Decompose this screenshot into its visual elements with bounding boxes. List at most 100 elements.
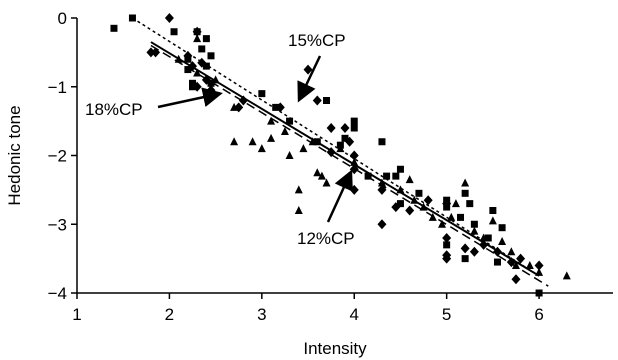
point-diamond xyxy=(492,246,502,257)
point-square xyxy=(392,172,400,180)
point-square xyxy=(466,200,474,208)
point-square xyxy=(498,224,506,232)
point-triangle xyxy=(507,247,516,256)
point-triangle xyxy=(377,178,386,187)
point-triangle xyxy=(405,175,414,184)
point-triangle xyxy=(470,226,479,235)
point-square xyxy=(198,45,206,53)
point-triangle xyxy=(267,133,276,142)
point-diamond xyxy=(275,102,285,113)
point-square xyxy=(323,97,331,104)
annotations: 15%CP 18%CP 12%CP xyxy=(85,31,355,248)
point-square xyxy=(493,258,501,266)
axes: 0 −1 −2 −3 −4 1 2 3 4 5 6 Intensity Hedonic tone xyxy=(5,9,613,358)
point-square xyxy=(341,134,349,142)
point-square xyxy=(396,200,404,208)
point-diamond xyxy=(151,47,161,58)
point-diamond xyxy=(192,81,202,92)
point-triangle xyxy=(230,137,239,146)
point-square xyxy=(272,103,280,111)
point-diamond xyxy=(326,147,336,158)
point-diamond xyxy=(345,136,355,147)
y-tick-label: −2 xyxy=(48,147,67,166)
point-square xyxy=(378,138,386,146)
point-square xyxy=(383,172,391,180)
point-triangle xyxy=(230,102,239,111)
point-diamond xyxy=(326,123,336,133)
point-diamond xyxy=(506,257,516,268)
x-tick-label: 6 xyxy=(534,305,543,324)
point-diamond xyxy=(340,123,350,133)
point-diamond xyxy=(188,61,198,72)
point-triangle xyxy=(336,144,345,153)
point-triangle xyxy=(488,216,497,225)
point-square xyxy=(415,189,423,197)
point-square xyxy=(286,117,294,125)
annotation-arrow-12cp xyxy=(326,169,353,223)
point-triangle xyxy=(396,185,405,194)
point-square xyxy=(202,35,210,43)
point-triangle xyxy=(562,271,571,280)
point-square xyxy=(170,28,178,36)
point-triangle xyxy=(419,202,428,211)
point-diamond xyxy=(442,253,452,264)
x-axis-title: Intensity xyxy=(303,339,367,358)
point-square xyxy=(484,234,492,242)
point-triangle xyxy=(498,236,507,245)
point-triangle xyxy=(428,212,437,221)
x-tick-label: 3 xyxy=(257,305,266,324)
point-triangle xyxy=(193,34,202,43)
point-triangle xyxy=(248,137,257,146)
point-triangle xyxy=(211,75,220,84)
point-triangle xyxy=(350,157,359,166)
point-square xyxy=(461,255,469,263)
point-square xyxy=(535,289,543,297)
y-tick-label: −1 xyxy=(48,78,67,97)
point-diamond xyxy=(442,198,452,209)
point-triangle xyxy=(285,151,294,159)
point-triangle xyxy=(410,195,419,204)
point-triangle xyxy=(451,199,460,208)
point-diamond xyxy=(349,150,359,161)
point-triangle xyxy=(299,144,308,153)
point-triangle xyxy=(193,68,202,77)
point-triangle xyxy=(174,54,183,63)
annotation-label-12cp: 12%CP xyxy=(297,229,355,248)
point-triangle xyxy=(511,261,520,269)
point-diamond xyxy=(534,260,544,271)
point-diamond xyxy=(423,195,433,206)
annotation-arrow-18cp xyxy=(157,87,223,109)
point-triangle xyxy=(294,206,303,214)
point-diamond xyxy=(164,13,174,23)
point-square xyxy=(184,66,192,74)
point-diamond xyxy=(460,243,470,254)
point-triangle xyxy=(308,137,317,146)
point-square xyxy=(457,213,465,221)
point-square xyxy=(202,62,210,70)
point-diamond xyxy=(377,184,387,195)
point-diamond xyxy=(405,205,415,216)
point-square xyxy=(470,220,478,228)
point-square xyxy=(350,124,358,132)
point-diamond xyxy=(303,64,313,75)
point-square xyxy=(207,79,215,87)
point-square xyxy=(364,172,372,180)
y-tick-label: −4 xyxy=(48,284,67,303)
point-triangle xyxy=(267,116,276,125)
point-square xyxy=(350,117,358,125)
point-triangle xyxy=(479,233,488,242)
point-diamond xyxy=(201,74,211,85)
point-square xyxy=(461,189,469,197)
point-square xyxy=(443,241,451,249)
point-diamond xyxy=(479,239,489,250)
point-diamond xyxy=(391,202,401,213)
point-square xyxy=(110,24,118,32)
data-points xyxy=(110,13,571,297)
point-square xyxy=(207,52,215,60)
point-diamond xyxy=(197,57,207,68)
point-diamond xyxy=(377,219,387,230)
point-square xyxy=(258,90,266,98)
point-square xyxy=(396,165,404,173)
x-tick-label: 2 xyxy=(165,305,174,324)
